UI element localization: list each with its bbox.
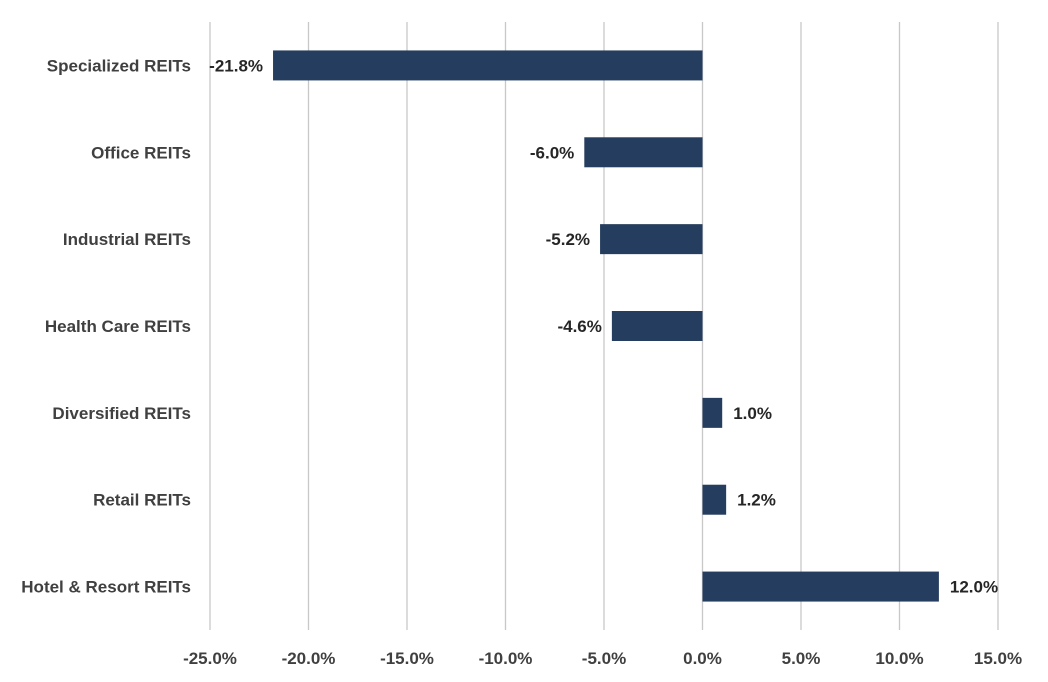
data-label: -4.6% <box>557 317 601 336</box>
data-label: -5.2% <box>546 230 590 249</box>
x-tick-label: 10.0% <box>875 649 923 668</box>
data-labels: -21.8% -6.0% -5.2% -4.6% 1.0% 1.2% 12.0% <box>209 56 998 596</box>
category-label: Office REITs <box>91 143 191 162</box>
x-tick-label: -15.0% <box>380 649 434 668</box>
data-label: 1.0% <box>733 404 772 423</box>
bar-health-care-reits <box>611 311 703 341</box>
category-label: Specialized REITs <box>47 56 191 75</box>
data-label: -6.0% <box>530 143 574 162</box>
gridlines <box>209 22 999 630</box>
bar-specialized-reits <box>273 50 703 81</box>
x-tick-label: 5.0% <box>782 649 821 668</box>
category-label: Diversified REITs <box>52 404 191 423</box>
bar-hotel-and-resort-reits <box>702 571 939 602</box>
data-label: -21.8% <box>209 56 263 75</box>
bar-industrial-reits <box>600 224 703 255</box>
category-label: Industrial REITs <box>63 230 191 249</box>
x-tick-label: -25.0% <box>183 649 237 668</box>
x-tick-label: -20.0% <box>282 649 336 668</box>
category-label: Health Care REITs <box>45 317 191 336</box>
data-label: 12.0% <box>950 578 998 597</box>
category-label: Retail REITs <box>93 491 191 510</box>
bar-diversified-reits <box>702 397 723 428</box>
category-labels: Specialized REITs Office REITs Industrial … <box>21 56 191 596</box>
x-tick-label: 0.0% <box>683 649 722 668</box>
bar-retail-reits <box>702 484 727 515</box>
x-tick-label: 15.0% <box>974 649 1022 668</box>
x-tick-label: -5.0% <box>582 649 626 668</box>
bars <box>273 50 939 602</box>
category-label: Hotel & Resort REITs <box>21 578 191 597</box>
x-tick-label: -10.0% <box>479 649 533 668</box>
data-label: 1.2% <box>737 491 776 510</box>
bar-office-reits <box>584 137 703 168</box>
x-axis-tick-labels: -25.0% -20.0% -15.0% -10.0% -5.0% 0.0% 5.0% 10.… <box>183 649 1022 668</box>
